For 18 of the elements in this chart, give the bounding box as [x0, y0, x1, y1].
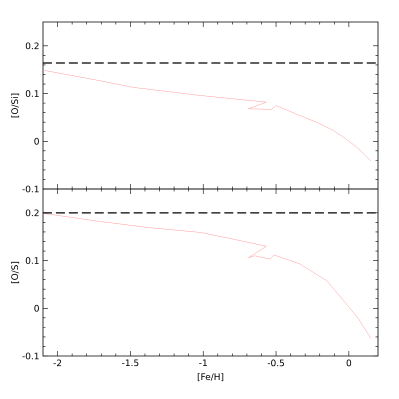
y-tick-label: 0 [34, 138, 39, 145]
x-tick-label: -0.5 [268, 360, 284, 366]
x-axis-title: [Fe/H] [198, 373, 224, 382]
y-tick-label: 0 [34, 304, 39, 312]
y-tick-label: 0.2 [26, 42, 39, 50]
x-tick-label: 0 [346, 360, 352, 366]
line-series [43, 213, 372, 339]
line-series [43, 70, 372, 162]
y-tick-label: 0.1 [26, 90, 39, 97]
y-tick-label: -0.1 [22, 186, 39, 192]
y-tick-label: 0.1 [26, 257, 39, 264]
x-tick-label: -2 [54, 360, 62, 366]
x-tick-label: -1.5 [122, 360, 138, 366]
y-tick-label: -0.1 [22, 352, 39, 360]
y-axis-title: [O/S] [11, 262, 20, 284]
x-tick-label: -1 [199, 360, 207, 366]
y-axis-title: [O/Si] [11, 94, 20, 118]
y-tick-label: 0.2 [26, 209, 39, 216]
